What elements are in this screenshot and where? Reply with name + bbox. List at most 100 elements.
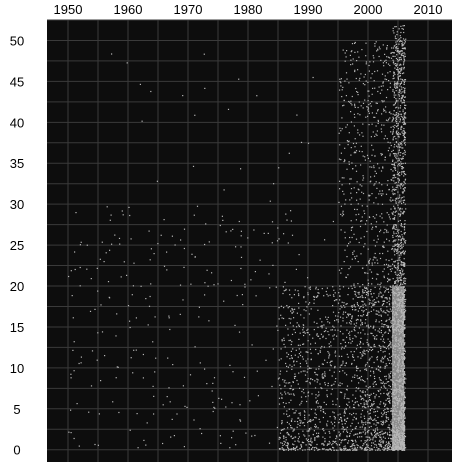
data-point <box>353 285 355 287</box>
data-point <box>401 413 403 415</box>
data-point <box>388 57 391 59</box>
data-point <box>403 25 405 27</box>
x-tick-label: 1990 <box>294 2 323 17</box>
data-point <box>387 392 389 394</box>
data-point <box>319 448 321 451</box>
data-point <box>183 247 185 250</box>
data-point <box>362 304 364 306</box>
data-point <box>382 245 384 247</box>
data-point <box>403 324 405 326</box>
data-point <box>316 447 318 449</box>
data-point <box>282 292 284 295</box>
data-point <box>359 395 361 397</box>
data-point <box>333 295 335 297</box>
data-point <box>324 239 326 241</box>
data-point <box>291 418 293 420</box>
data-point <box>397 191 399 193</box>
data-point <box>379 445 381 447</box>
data-point <box>398 178 400 180</box>
data-point <box>293 428 295 430</box>
data-point <box>397 294 399 296</box>
data-point <box>352 406 355 409</box>
data-point <box>376 356 379 358</box>
data-point <box>321 325 323 327</box>
data-point <box>389 308 391 310</box>
data-point <box>404 42 406 44</box>
data-point <box>348 332 350 335</box>
data-point <box>354 401 357 403</box>
data-point <box>393 302 395 304</box>
data-point <box>357 332 359 334</box>
data-point <box>354 51 356 53</box>
data-point <box>380 332 382 334</box>
data-point <box>403 317 405 319</box>
data-point <box>399 400 401 402</box>
data-point <box>390 131 392 133</box>
data-point <box>279 448 281 450</box>
data-point <box>400 353 402 355</box>
data-point <box>380 154 383 156</box>
data-point <box>377 235 379 237</box>
data-point <box>403 140 405 142</box>
data-point <box>388 344 390 346</box>
data-point <box>402 188 404 190</box>
data-point <box>287 353 290 356</box>
data-point <box>287 366 289 368</box>
data-point <box>339 78 341 80</box>
data-point <box>387 393 389 395</box>
data-point <box>281 317 283 319</box>
data-point <box>296 312 298 314</box>
data-point <box>360 432 362 434</box>
data-point <box>395 65 397 67</box>
data-point <box>386 420 388 422</box>
data-point <box>333 430 335 432</box>
data-point <box>377 448 379 450</box>
data-point <box>314 371 316 373</box>
data-point <box>398 136 400 138</box>
data-point <box>403 72 405 74</box>
data-point <box>398 71 400 73</box>
data-point <box>384 408 386 410</box>
data-point <box>398 321 400 323</box>
data-point <box>329 416 331 418</box>
data-point <box>180 239 182 241</box>
data-point <box>389 391 391 393</box>
data-point <box>399 390 401 392</box>
data-point <box>377 449 379 451</box>
data-point <box>350 147 352 149</box>
data-point <box>307 351 309 353</box>
data-point <box>399 256 401 258</box>
data-point <box>384 431 387 433</box>
data-point <box>371 93 373 95</box>
data-point <box>402 118 404 121</box>
data-point <box>97 290 99 292</box>
data-point <box>394 83 397 85</box>
data-point <box>68 431 70 433</box>
data-point <box>322 335 324 337</box>
data-point <box>404 41 406 43</box>
data-point <box>279 432 282 434</box>
data-point <box>394 167 396 169</box>
data-point <box>353 434 355 436</box>
data-point <box>328 430 330 433</box>
data-point <box>364 156 366 158</box>
x-axis-ticks: 1950 1960 1970 1980 1990 2000 2010 <box>54 2 443 17</box>
data-point <box>403 341 405 343</box>
data-point <box>316 400 318 402</box>
data-point <box>255 295 257 297</box>
data-point <box>310 367 312 369</box>
data-point <box>359 306 361 308</box>
data-point <box>341 96 343 98</box>
data-point <box>298 441 300 443</box>
data-point <box>174 244 176 246</box>
data-point <box>72 317 74 319</box>
data-point <box>380 59 382 61</box>
data-point <box>179 284 182 286</box>
data-point <box>398 324 400 326</box>
data-point <box>343 448 345 450</box>
data-point <box>374 87 376 89</box>
data-point <box>402 441 404 443</box>
data-point <box>393 331 395 334</box>
data-point <box>310 408 312 410</box>
